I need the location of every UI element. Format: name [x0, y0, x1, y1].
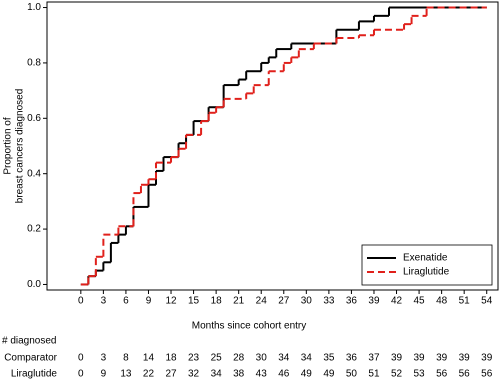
table-cell: 39 — [391, 353, 403, 364]
x-tick-label: 27 — [278, 296, 290, 307]
table-cell: 39 — [459, 353, 471, 364]
table-cell: 49 — [323, 369, 335, 380]
table-cell: 13 — [120, 369, 132, 380]
x-tick-label: 54 — [481, 296, 493, 307]
table-cell: 0 — [78, 369, 84, 380]
x-tick-label: 15 — [188, 296, 200, 307]
x-tick-label: 33 — [323, 296, 335, 307]
table-cell: 52 — [391, 369, 403, 380]
table-cell: 8 — [123, 353, 129, 364]
y-tick-label: 0.4 — [27, 168, 41, 179]
x-tick-label: 36 — [346, 296, 358, 307]
x-tick-label: 18 — [211, 296, 223, 307]
table-cell: 30 — [256, 353, 268, 364]
table-cell: 32 — [188, 369, 200, 380]
legend-box — [361, 244, 493, 286]
table-cell: 53 — [414, 369, 426, 380]
table-cell: 56 — [459, 369, 471, 380]
table-cell: 34 — [301, 353, 313, 364]
table-cell: 36 — [346, 353, 358, 364]
table-cell: 9 — [101, 369, 107, 380]
table-cell: 34 — [211, 369, 223, 380]
table-cell: 14 — [143, 353, 155, 364]
y-tick-label: 0.6 — [27, 113, 41, 124]
x-tick-label: 30 — [301, 296, 313, 307]
x-axis-label: Months since cohort entry — [192, 321, 307, 332]
y-tick-label: 1.0 — [27, 2, 41, 13]
x-tick-label: 12 — [165, 296, 177, 307]
legend-label: Liraglutide — [403, 267, 450, 278]
table-cell: 25 — [211, 353, 223, 364]
x-tick-label: 45 — [414, 296, 426, 307]
table-cell: 35 — [323, 353, 335, 364]
plot-frame — [46, 1, 499, 291]
row-label: Liraglutide — [11, 369, 58, 380]
table-cell: 37 — [368, 353, 380, 364]
table-cell: 39 — [481, 353, 493, 364]
table-cell: 56 — [436, 369, 448, 380]
x-tick-label: 9 — [146, 296, 152, 307]
table-cell: 49 — [301, 369, 313, 380]
table-cell: 50 — [346, 369, 358, 380]
table-cell: 28 — [233, 353, 245, 364]
y-axis-label: Proportion of — [3, 117, 14, 174]
x-tick-label: 24 — [256, 296, 268, 307]
x-tick-label: 0 — [78, 296, 84, 307]
table-cell: 27 — [165, 369, 177, 380]
table-cell: 18 — [165, 353, 177, 364]
table-cell: 39 — [414, 353, 426, 364]
y-tick-label: 0.0 — [27, 279, 41, 290]
table-cell: 0 — [78, 353, 84, 364]
table-cell: 23 — [188, 353, 200, 364]
table-cell: 51 — [368, 369, 380, 380]
table-title: # diagnosed — [2, 336, 57, 347]
table-cell: 39 — [436, 353, 448, 364]
table-cell: 56 — [481, 369, 493, 380]
x-tick-label: 6 — [123, 296, 129, 307]
x-tick-label: 3 — [101, 296, 107, 307]
table-cell: 34 — [278, 353, 290, 364]
x-tick-label: 42 — [391, 296, 403, 307]
legend-label: Exenatide — [403, 253, 448, 264]
x-tick-label: 48 — [436, 296, 448, 307]
y-axis-label: breast cancers diagnosed — [15, 89, 26, 204]
x-tick-label: 51 — [459, 296, 471, 307]
table-cell: 46 — [278, 369, 290, 380]
table-cell: 38 — [233, 369, 245, 380]
row-label: Comparator — [4, 353, 57, 364]
x-tick-label: 39 — [368, 296, 380, 307]
table-cell: 22 — [143, 369, 155, 380]
y-tick-label: 0.2 — [27, 224, 41, 235]
table-cell: 3 — [101, 353, 107, 364]
x-tick-label: 21 — [233, 296, 245, 307]
y-tick-label: 0.8 — [27, 58, 41, 69]
table-cell: 43 — [256, 369, 268, 380]
